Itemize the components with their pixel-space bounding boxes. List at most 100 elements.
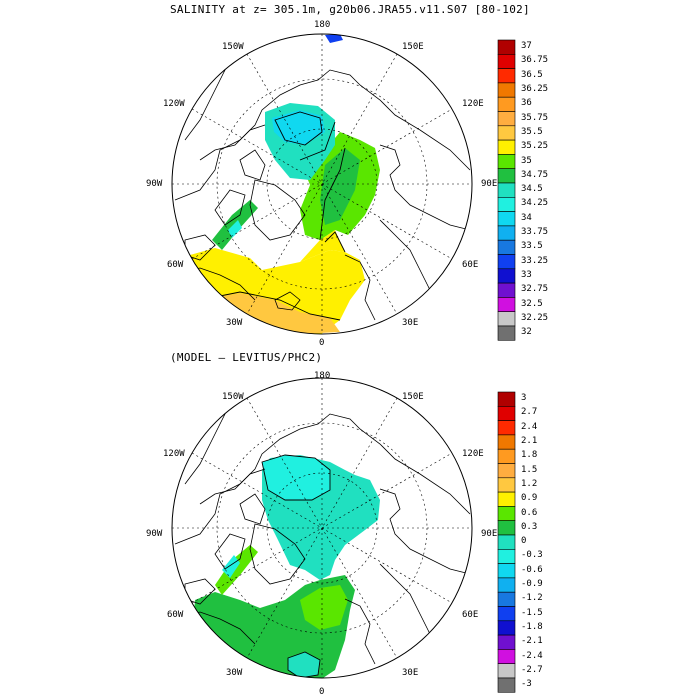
colorbar-tick-label: 2.4 [521, 421, 538, 432]
colorbar-swatch [497, 448, 516, 464]
colorbar-tick-label: -1.8 [521, 621, 543, 632]
colorbar-swatch [497, 39, 516, 55]
colorbar-tick-label: 35.5 [521, 126, 543, 137]
colorbar-swatch [497, 325, 516, 341]
colorbar-tick-label: 34.5 [521, 184, 543, 195]
colorbar-swatch [497, 111, 516, 127]
map-boundary-1 [171, 33, 473, 335]
colorbar-tick-label: 32.5 [521, 298, 543, 309]
colorbar-tick-label: 0.6 [521, 507, 538, 518]
colorbar-swatch [497, 405, 516, 421]
contours-1 [199, 111, 346, 321]
lon-label-120w: 120W [163, 99, 185, 109]
colorbar-swatch [497, 82, 516, 98]
colorbar-swatch [497, 677, 516, 693]
lon-label-150e: 150E [402, 42, 424, 52]
colorbar-swatch [497, 477, 516, 493]
lon-label-0-p2: 0 [319, 687, 325, 697]
colorbar-tick-label: 35.75 [521, 112, 549, 123]
salinity-map [172, 34, 472, 334]
colorbar-tick-label: 36 [521, 98, 532, 109]
lon-label-180: 180 [314, 20, 331, 30]
colorbar-tick-label: 2.1 [521, 436, 538, 447]
map-boundary-2 [171, 377, 473, 679]
colorbar-tick-label: 33.25 [521, 255, 549, 266]
colorbar-swatch [497, 182, 516, 198]
colorbar-swatch [497, 254, 516, 270]
colorbar-swatch [497, 311, 516, 327]
colorbar-swatch [497, 154, 516, 169]
colorbar-tick-label: 37 [521, 41, 532, 52]
colorbar-swatch [497, 239, 516, 255]
baffin-bay-patch [228, 220, 242, 238]
lon-label-120e: 120E [462, 99, 484, 109]
colorbar-swatch [497, 420, 516, 436]
colorbar-tick-label: 32.75 [521, 284, 549, 295]
graticule-1 [172, 34, 472, 334]
colorbar-swatch [497, 268, 516, 284]
colorbar-tick-label: 34.25 [521, 198, 549, 209]
colorbar-swatch [497, 463, 516, 479]
colorbar-tick-label: -3 [521, 679, 532, 690]
lon-label-60e: 60E [462, 260, 479, 270]
colorbar-swatch [497, 620, 516, 636]
difference-map [172, 378, 472, 678]
colorbar-tick-label: 32.25 [521, 312, 549, 323]
colorbar-swatch [497, 520, 516, 536]
colorbar-2 [497, 391, 516, 693]
colorbar-swatch [497, 434, 516, 450]
lon-label-180-p2: 180 [314, 371, 331, 381]
panel2-title: (MODEL – LEVITUS/PHC2) [170, 351, 323, 364]
labrador-diff-strip [215, 545, 258, 595]
colorbar-swatch [497, 125, 516, 141]
baffin-diff-strip [222, 555, 240, 578]
contours-2 [261, 454, 331, 678]
colorbar-tick-label: 33 [521, 269, 532, 280]
colorbar-tick-label: 33.5 [521, 241, 543, 252]
colorbar-swatch [497, 663, 516, 679]
colorbar-swatch [497, 577, 516, 593]
colorbar-tick-label: 36.25 [521, 84, 549, 95]
colorbar-swatch [497, 634, 516, 650]
colorbar-tick-label: 34 [521, 212, 532, 223]
lon-label-90w-p2: 90W [146, 529, 163, 539]
colorbar-tick-label: 32 [521, 327, 532, 338]
norwegian-sea-diff-patch [288, 652, 320, 678]
lon-label-0: 0 [319, 338, 325, 348]
colorbar-tick-label: 36.5 [521, 69, 543, 80]
colorbar-tick-label: 36.75 [521, 55, 549, 66]
colorbar-swatch [497, 548, 516, 564]
colorbar-swatch [497, 534, 516, 550]
colorbar-swatch [497, 391, 516, 407]
colorbar-swatch [497, 53, 516, 69]
lon-label-30e: 30E [402, 318, 419, 328]
colorbar-swatch [497, 96, 516, 112]
lon-label-60e-p2: 60E [462, 610, 479, 620]
lon-label-30w: 30W [226, 318, 243, 328]
lon-label-120w-p2: 120W [163, 449, 185, 459]
colorbar-tick-label: 0 [521, 536, 527, 547]
colorbar-1 [497, 39, 516, 341]
colorbar-tick-label: 34.75 [521, 169, 549, 180]
colorbar-tick-label: 35.25 [521, 141, 549, 152]
colorbar-swatch [497, 68, 516, 84]
colorbar-swatch [497, 211, 516, 227]
colorbar-swatch [497, 297, 516, 312]
colorbar-tick-label: 2.7 [521, 407, 538, 418]
colorbar-swatch [497, 282, 516, 298]
colorbar-swatch [497, 606, 516, 622]
colorbar-swatch [497, 506, 516, 521]
colorbar-tick-label: 33.75 [521, 227, 549, 238]
colorbar-tick-label: 0.3 [521, 521, 538, 532]
colorbar-tick-label: 1.5 [521, 464, 538, 475]
colorbar-swatch [497, 225, 516, 241]
lon-label-30w-p2: 30W [226, 668, 243, 678]
colorbar-tick-label: -0.9 [521, 579, 543, 590]
atlantic-diff-lighter [300, 585, 348, 630]
fram-strait-tongue [300, 230, 345, 262]
colorbar-tick-label: -2.1 [521, 636, 543, 647]
bering-strait-spot [325, 34, 343, 43]
colorbar-swatch [497, 563, 516, 579]
canada-basin-fresh-core [272, 110, 325, 145]
